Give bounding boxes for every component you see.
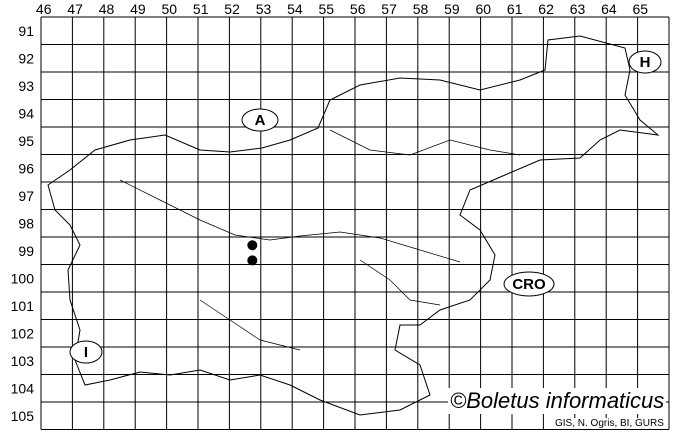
column-label: 50: [162, 1, 178, 17]
row-label: 101: [11, 298, 35, 314]
grid: [40, 16, 670, 430]
country-label-croatia: CRO: [503, 271, 555, 297]
column-label: 56: [350, 1, 366, 17]
source-text: GIS, N. Ogris, BI, GURS: [555, 418, 664, 429]
record-dot: [247, 255, 258, 266]
row-label: 103: [11, 353, 35, 369]
column-label: 62: [538, 1, 554, 17]
column-label: 61: [507, 1, 523, 17]
column-label: 53: [256, 1, 272, 17]
column-label: 63: [570, 1, 586, 17]
svg-text:I: I: [84, 344, 88, 361]
country-border: [47, 35, 660, 416]
row-label: 102: [11, 325, 35, 341]
row-label: 97: [18, 188, 34, 204]
row-label: 95: [18, 133, 34, 149]
column-label: 64: [601, 1, 617, 17]
row-label: 96: [18, 160, 34, 176]
row-label: 94: [18, 105, 34, 121]
column-label: 47: [67, 1, 83, 17]
column-label: 48: [99, 1, 115, 17]
column-label: 54: [287, 1, 303, 17]
record-dot: [247, 240, 258, 251]
country-label-hungary: H: [628, 50, 662, 74]
column-label: 65: [633, 1, 649, 17]
credit-text: ©Boletus informaticus: [448, 388, 667, 414]
column-label: 46: [36, 1, 52, 17]
column-label: 60: [476, 1, 492, 17]
column-label: 59: [444, 1, 460, 17]
column-label: 55: [319, 1, 335, 17]
column-label: 51: [193, 1, 209, 17]
row-label: 93: [18, 78, 34, 94]
column-label: 52: [224, 1, 240, 17]
records: [247, 240, 258, 266]
country-label-austria: A: [241, 108, 279, 132]
svg-text:CRO: CRO: [512, 276, 546, 293]
row-label: 91: [18, 23, 34, 39]
river: [119, 129, 521, 351]
grid-labels: 46 47 48 49 50 51 52 53 54 55 56 57 58 59 60 61 62 63 64 65…: [11, 1, 649, 424]
svg-text:H: H: [640, 54, 651, 71]
row-label: 99: [18, 243, 34, 259]
column-label: 57: [381, 1, 397, 17]
row-label: 98: [18, 215, 34, 231]
country-label-italy: I: [69, 340, 103, 364]
row-label: 100: [11, 270, 35, 286]
row-label: 104: [11, 380, 35, 396]
column-label: 58: [413, 1, 429, 17]
column-label: 49: [130, 1, 146, 17]
row-label: 92: [18, 50, 34, 66]
svg-text:A: A: [255, 112, 266, 129]
row-label: 105: [11, 408, 35, 424]
